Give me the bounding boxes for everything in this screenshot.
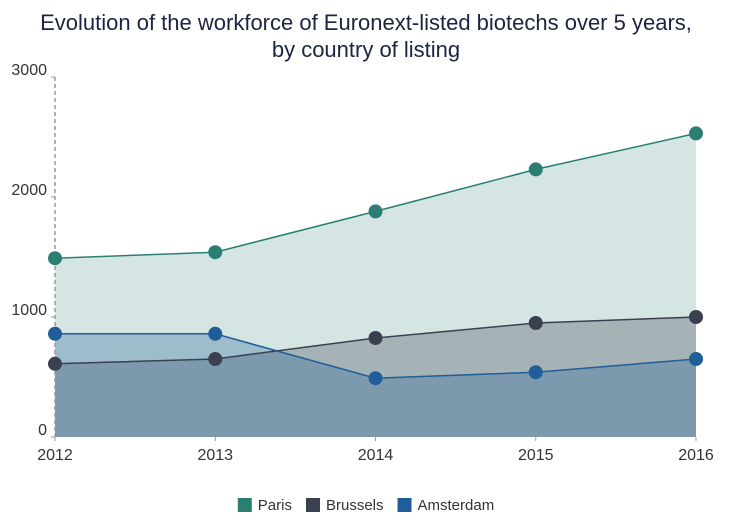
x-tick-label: 2014	[358, 447, 394, 464]
y-tick-label: 3000	[11, 62, 47, 79]
areas	[55, 133, 696, 437]
y-tick-label: 2000	[11, 182, 47, 199]
point	[208, 352, 223, 366]
legend: Paris Brussels Amsterdam	[237, 497, 495, 514]
point	[208, 245, 223, 260]
legend-swatch	[237, 498, 252, 512]
legend-label: Paris	[258, 497, 292, 514]
point	[689, 352, 703, 366]
y-tick-label: 1000	[11, 302, 47, 319]
legend-label: Amsterdam	[418, 497, 495, 514]
legend-label: Brussels	[326, 497, 384, 514]
chart-title: by country of listing	[272, 37, 460, 62]
point	[368, 371, 383, 386]
chart-title: Evolution of the workforce of Euronext-l…	[40, 10, 692, 35]
point	[528, 316, 543, 330]
x-tick-label: 2015	[518, 447, 554, 464]
legend-swatch	[305, 498, 320, 512]
point	[48, 326, 62, 341]
point	[368, 331, 383, 345]
x-tick-label: 2016	[678, 447, 714, 464]
y-tick-label: 0	[38, 422, 47, 439]
point	[368, 204, 383, 219]
legend-swatch	[397, 498, 412, 512]
point	[528, 162, 543, 177]
point	[689, 310, 703, 324]
point	[208, 326, 223, 341]
point	[689, 126, 703, 141]
point	[528, 365, 543, 380]
x-tick-label: 2012	[37, 447, 73, 464]
point	[48, 356, 62, 371]
x-tick-label: 2013	[197, 447, 233, 464]
point	[48, 251, 62, 266]
